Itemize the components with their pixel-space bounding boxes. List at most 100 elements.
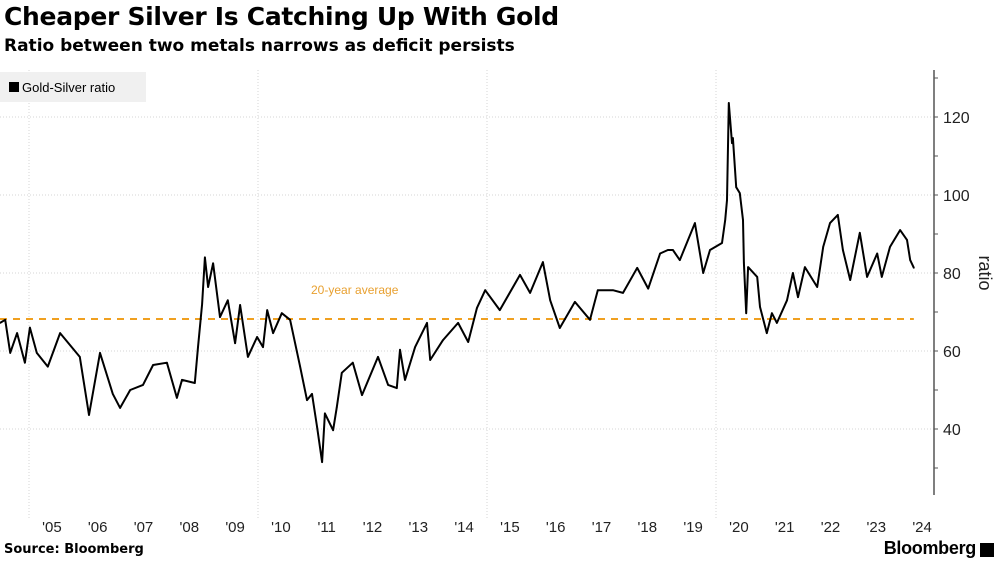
data-point [709, 249, 711, 251]
legend-swatch [9, 82, 19, 92]
data-point [414, 346, 416, 348]
data-point [876, 252, 879, 255]
data-point [747, 266, 749, 268]
average-label: 20-year average [311, 283, 399, 297]
data-point [589, 319, 591, 321]
chart-title: Cheaper Silver Is Catching Up With Gold [4, 2, 559, 31]
data-point [324, 412, 326, 415]
data-point [636, 267, 639, 269]
data-point [387, 384, 389, 386]
x-tick-label: '07 [134, 519, 154, 536]
data-point [59, 332, 61, 334]
data-point [142, 384, 144, 386]
data-point [766, 332, 768, 334]
x-tick-label: '10 [271, 519, 291, 536]
data-point [786, 299, 788, 302]
data-point [361, 394, 363, 396]
x-tick-label: '17 [592, 519, 612, 536]
data-point [429, 359, 432, 361]
x-tick-label: '08 [180, 519, 200, 536]
data-point [549, 299, 552, 302]
data-point [597, 289, 599, 291]
data-point [99, 352, 101, 354]
data-point [742, 219, 744, 221]
data-point [442, 339, 444, 341]
data-point [335, 406, 338, 408]
data-point [499, 309, 501, 311]
data-point [909, 259, 911, 261]
data-point [837, 214, 839, 216]
data-point [377, 356, 379, 358]
data-point [404, 379, 406, 381]
data-point [341, 372, 343, 374]
data-point [88, 414, 90, 416]
data-point [759, 306, 761, 308]
x-tick-label: '09 [225, 519, 245, 536]
data-point [849, 279, 851, 281]
x-tick-label: '20 [729, 519, 749, 536]
x-tick-label: '16 [546, 519, 566, 536]
data-point [119, 407, 121, 409]
data-point [311, 393, 313, 395]
data-point [732, 137, 734, 139]
data-point [79, 356, 81, 358]
data-point [694, 222, 696, 224]
data-point [731, 142, 733, 144]
data-point [35, 352, 38, 354]
x-tick-label: '18 [638, 519, 658, 536]
x-tick-label: '15 [500, 519, 520, 536]
data-point [176, 397, 178, 399]
data-point [672, 249, 674, 251]
data-point [797, 296, 799, 298]
data-point [152, 364, 154, 366]
legend-label: Gold-Silver ratio [22, 79, 116, 95]
data-point [756, 276, 759, 278]
data-point [4, 319, 6, 321]
data-point [24, 361, 26, 364]
source-note: Source: Bloomberg [4, 542, 144, 557]
data-point [822, 246, 824, 248]
data-point [913, 267, 915, 269]
data-point [193, 382, 196, 384]
x-tick-label: '13 [409, 519, 429, 536]
data-point [226, 299, 229, 302]
data-point [266, 309, 268, 311]
data-point [829, 222, 831, 224]
data-point [476, 307, 478, 309]
chart-subtitle: Ratio between two metals narrows as defi… [4, 36, 515, 56]
data-point [281, 312, 283, 314]
y-tick-label: 80 [943, 266, 961, 283]
data-point [316, 426, 318, 428]
data-point [457, 322, 459, 324]
data-point [262, 346, 264, 348]
series-line-gold-silver-ratio [0, 102, 915, 464]
data-point [667, 249, 669, 251]
x-tick-label: '23 [867, 519, 887, 536]
data-point [395, 387, 398, 389]
data-point [289, 319, 291, 321]
data-point [467, 341, 470, 343]
data-point [792, 272, 794, 274]
data-point [484, 289, 486, 291]
data-point [659, 252, 661, 255]
data-point [197, 346, 199, 348]
data-point [842, 249, 844, 251]
x-tick-label: '12 [363, 519, 383, 536]
data-point [426, 322, 428, 324]
data-point [771, 312, 773, 314]
data-point [612, 289, 614, 291]
data-point [212, 262, 214, 265]
data-point [735, 186, 737, 188]
x-tick-label: '11 [317, 519, 335, 536]
data-point [679, 259, 681, 261]
data-point [721, 242, 723, 244]
data-point [166, 361, 168, 364]
data-point [129, 389, 132, 391]
data-point [776, 322, 778, 324]
x-tick-label: '19 [683, 519, 703, 536]
data-point [859, 232, 861, 234]
data-point [899, 229, 901, 231]
data-point [207, 286, 209, 288]
data-point [889, 246, 891, 248]
